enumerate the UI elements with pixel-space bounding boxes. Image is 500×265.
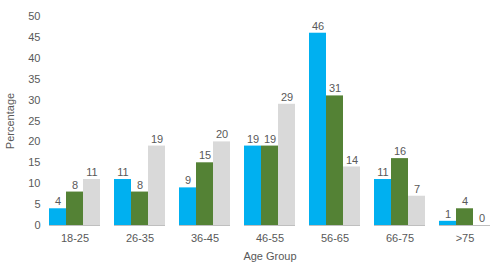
svg-text:50: 50 xyxy=(28,10,40,22)
svg-text:7: 7 xyxy=(414,183,420,195)
svg-text:14: 14 xyxy=(346,154,358,166)
svg-text:4: 4 xyxy=(55,195,61,207)
svg-text:16: 16 xyxy=(394,145,406,157)
svg-text:19: 19 xyxy=(151,133,163,145)
svg-text:66-75: 66-75 xyxy=(386,232,414,244)
svg-text:36-45: 36-45 xyxy=(191,232,219,244)
svg-text:25: 25 xyxy=(28,115,40,127)
svg-text:Percentage: Percentage xyxy=(4,93,16,149)
svg-text:45: 45 xyxy=(28,31,40,43)
svg-text:26-35: 26-35 xyxy=(126,232,154,244)
svg-text:15: 15 xyxy=(199,149,211,161)
svg-text:4: 4 xyxy=(462,195,468,207)
svg-text:18-25: 18-25 xyxy=(61,232,89,244)
svg-text:35: 35 xyxy=(28,73,40,85)
svg-text:15: 15 xyxy=(28,156,40,168)
svg-text:20: 20 xyxy=(216,128,228,140)
svg-text:8: 8 xyxy=(137,179,143,191)
svg-text:11: 11 xyxy=(377,166,388,178)
svg-text:56-65: 56-65 xyxy=(321,232,349,244)
svg-text:29: 29 xyxy=(281,91,293,103)
svg-text:1: 1 xyxy=(445,208,451,220)
svg-text:31: 31 xyxy=(329,82,341,94)
svg-text:0: 0 xyxy=(34,219,40,231)
svg-text:Age Group: Age Group xyxy=(243,250,296,262)
svg-text:>75: >75 xyxy=(456,232,475,244)
svg-text:19: 19 xyxy=(264,133,276,145)
svg-text:9: 9 xyxy=(185,174,191,186)
svg-text:10: 10 xyxy=(28,177,40,189)
svg-text:46: 46 xyxy=(312,20,324,32)
svg-text:5: 5 xyxy=(34,198,40,210)
svg-text:40: 40 xyxy=(28,52,40,64)
svg-text:11: 11 xyxy=(117,166,128,178)
svg-text:20: 20 xyxy=(28,135,40,147)
svg-text:11: 11 xyxy=(86,166,97,178)
svg-text:46-55: 46-55 xyxy=(256,232,284,244)
svg-text:0: 0 xyxy=(479,212,485,224)
svg-text:19: 19 xyxy=(247,133,259,145)
svg-text:8: 8 xyxy=(72,179,78,191)
svg-text:30: 30 xyxy=(28,94,40,106)
